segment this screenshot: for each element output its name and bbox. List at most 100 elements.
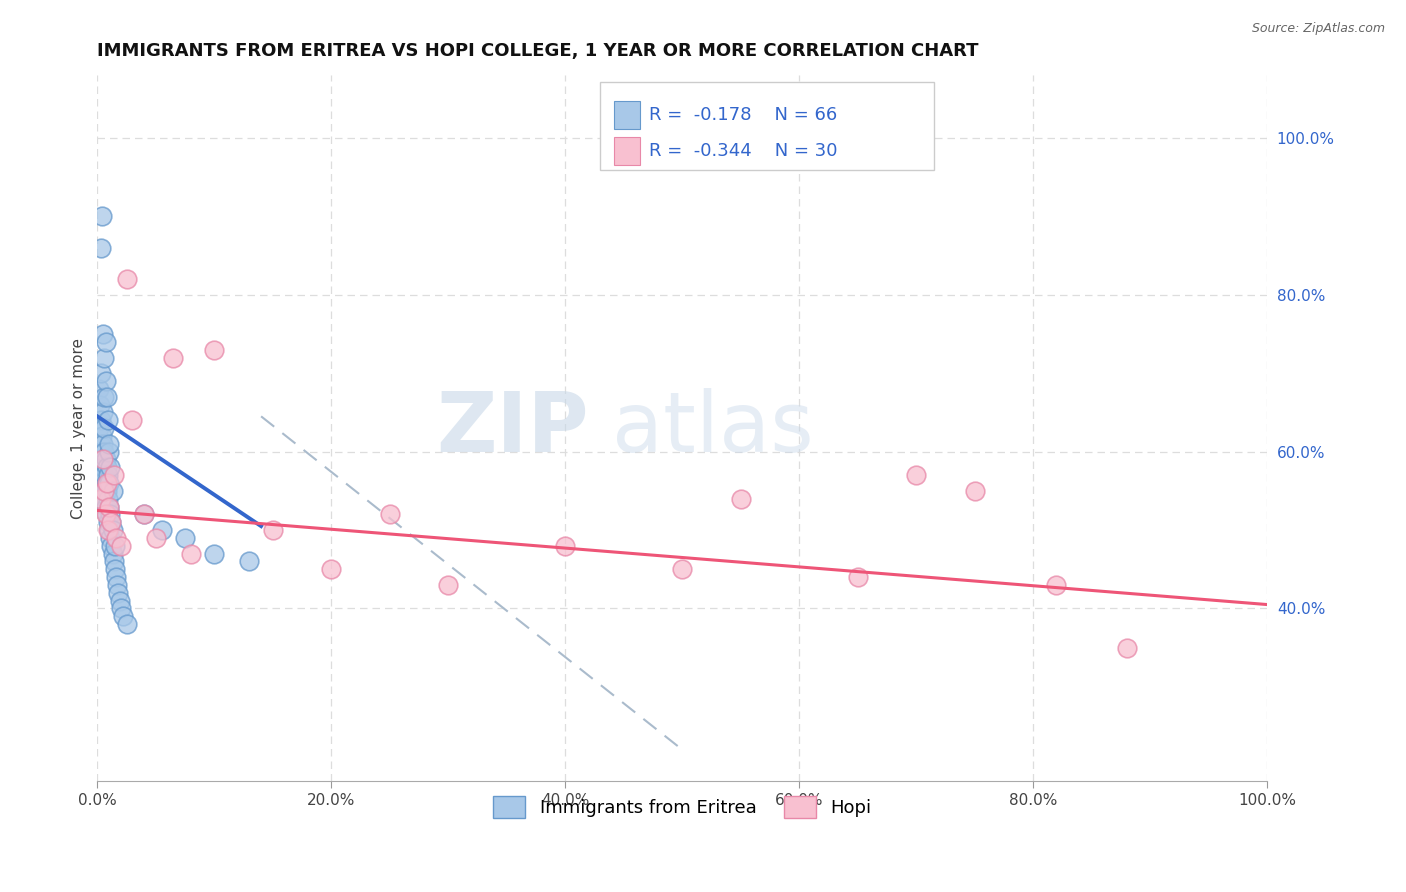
Point [90,366,112,380]
Point [321,562,343,576]
Point [93,421,115,435]
Point [91,452,114,467]
Point [94,500,117,514]
Point [150,523,173,537]
Point [963,483,986,498]
Point [104,539,127,553]
Point [105,570,128,584]
Point [905,468,928,483]
Point [262,523,284,537]
Point [101,547,124,561]
Point [100,515,122,529]
FancyBboxPatch shape [600,82,934,170]
Text: atlas: atlas [612,388,814,468]
Point [91,460,114,475]
Point [134,508,156,522]
Point [174,531,197,545]
Point [97,413,120,427]
Point [96,508,118,522]
Point [110,539,132,553]
Point [134,508,156,522]
Bar [614,136,640,165]
Point [91,452,114,467]
Point [202,343,225,357]
Point [90,241,112,255]
Point [115,272,138,286]
Y-axis label: College, 1 year or more: College, 1 year or more [72,337,86,518]
Text: Source: ZipAtlas.com: Source: ZipAtlas.com [1251,22,1385,36]
Point [103,554,125,568]
Point [378,508,401,522]
Point [97,515,120,529]
Point [162,351,184,365]
Point [97,491,120,506]
Point [202,547,225,561]
Point [89,437,111,451]
Point [180,547,202,561]
Point [98,523,121,537]
Point [90,413,112,427]
Point [121,413,143,427]
Point [93,444,115,458]
Point [98,531,121,545]
Point [554,539,576,553]
Point [98,437,121,451]
Point [97,468,120,483]
Point [101,483,124,498]
Point [846,570,869,584]
Point [96,483,118,498]
Point [1115,640,1137,655]
Point [437,578,460,592]
Point [90,491,112,506]
Point [90,468,112,483]
Text: IMMIGRANTS FROM ERITREA VS HOPI COLLEGE, 1 YEAR OR MORE CORRELATION CHART: IMMIGRANTS FROM ERITREA VS HOPI COLLEGE,… [97,42,979,60]
Point [98,460,121,475]
Point [96,475,118,490]
Legend: Immigrants from Eritrea, Hopi: Immigrants from Eritrea, Hopi [485,789,879,825]
Bar [614,101,640,128]
Point [96,460,118,475]
Point [730,491,752,506]
Point [90,444,112,458]
Point [1045,578,1067,592]
Point [94,508,117,522]
Point [87,421,110,435]
Text: R =  -0.178    N = 66: R = -0.178 N = 66 [650,106,838,124]
Point [91,437,114,451]
Point [671,562,693,576]
Point [101,523,124,537]
Point [96,390,118,404]
Point [89,460,111,475]
Point [98,508,121,522]
Point [98,444,121,458]
Point [105,531,128,545]
Point [93,468,115,483]
Point [100,539,122,553]
Point [94,452,117,467]
Point [105,578,128,592]
Point [94,334,117,349]
Point [93,491,115,506]
Point [98,500,121,514]
Point [108,593,131,607]
Point [98,500,121,514]
Point [98,475,121,490]
Point [94,475,117,490]
Point [91,475,114,490]
Point [89,398,111,412]
Point [91,405,114,419]
Point [93,351,115,365]
Point [110,601,132,615]
Point [87,382,110,396]
Point [94,374,117,388]
Point [100,515,122,529]
Point [107,586,129,600]
Text: ZIP: ZIP [436,388,589,468]
Point [93,483,115,498]
Point [104,562,127,576]
Point [91,210,114,224]
Point [145,531,167,545]
Point [115,617,138,632]
Point [91,483,114,498]
Point [238,554,260,568]
